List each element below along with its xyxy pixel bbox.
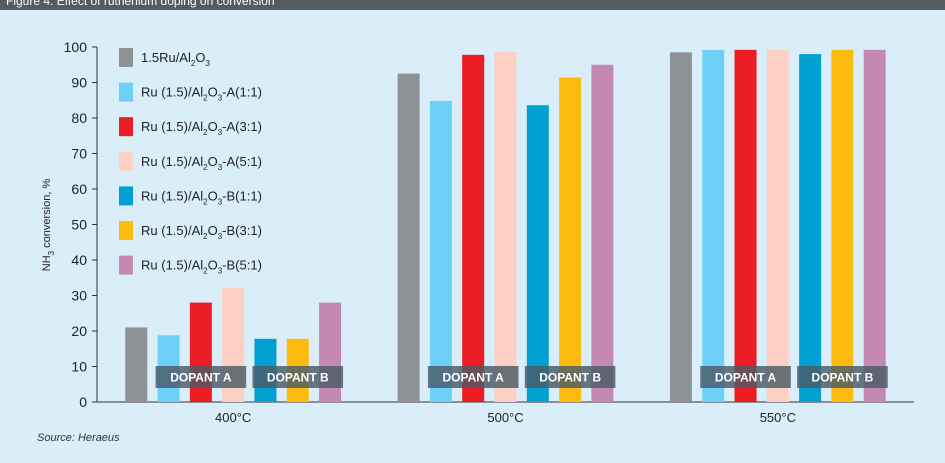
bar: [125, 327, 148, 402]
legend-swatch: [119, 48, 133, 67]
bar: [702, 49, 725, 403]
bar: [799, 54, 822, 402]
legend-swatch: [119, 255, 133, 275]
legend-label: Ru (1.5)/Al2O3-B(5:1): [141, 258, 262, 276]
y-tick-label: 30: [71, 288, 87, 304]
bar: [429, 100, 452, 403]
dopant-b-label: DOPANT B: [267, 371, 329, 385]
dopant-a-band: [155, 366, 247, 388]
bar: [559, 77, 582, 402]
legend-label: Ru (1.5)/Al2O3-B(1:1): [141, 188, 262, 206]
legend-label: Ru (1.5)/Al2O3-A(1:1): [141, 85, 262, 103]
y-tick-label: 20: [71, 323, 87, 339]
dopant-a-label: DOPANT A: [443, 371, 505, 385]
x-tick-label: 500°C: [487, 410, 523, 425]
y-tick-label: 0: [79, 394, 87, 410]
dopant-b-label: DOPANT B: [539, 371, 601, 385]
legend-label: Ru (1.5)/Al2O3-A(3:1): [141, 119, 262, 137]
bar: [669, 52, 692, 402]
y-tick-label: 50: [71, 217, 87, 233]
dopant-b-band: [797, 366, 888, 388]
dopant-a-label: DOPANT A: [715, 371, 777, 385]
legend-swatch: [119, 82, 133, 102]
bar: [766, 49, 789, 403]
bar: [494, 51, 517, 402]
bar: [831, 49, 854, 403]
bar: [462, 54, 485, 403]
legend-label: Ru (1.5)/Al2O3-B(3:1): [141, 223, 262, 241]
bar: [526, 105, 549, 402]
dopant-b-band: [252, 366, 344, 388]
y-tick-label: 100: [64, 39, 88, 55]
dopant-a-band: [700, 366, 791, 388]
bar: [591, 64, 614, 402]
bar: [734, 49, 757, 403]
legend-swatch: [119, 151, 133, 171]
y-tick-label: 40: [71, 252, 87, 268]
header-title: Figure 4: Effect of ruthenium doping on …: [6, 0, 275, 8]
source-note: Source: Heraeus: [37, 432, 120, 444]
x-tick-label: 550°C: [760, 410, 796, 425]
dopant-a-label: DOPANT A: [170, 371, 232, 385]
y-tick-label: 80: [71, 110, 87, 126]
dopant-b-band: [524, 366, 616, 388]
y-tick-label: 90: [71, 75, 87, 91]
legend-swatch: [119, 221, 133, 240]
bar: [397, 73, 420, 402]
legend-swatch: [119, 117, 133, 137]
dopant-b-label: DOPANT B: [812, 371, 874, 385]
legend-swatch: [119, 186, 133, 206]
y-tick-label: 70: [71, 146, 87, 162]
y-axis-label: NH3 conversion, %: [41, 179, 56, 272]
legend-label: Ru (1.5)/Al2O3-A(5:1): [141, 154, 262, 172]
y-tick-label: 60: [71, 181, 87, 197]
legend-label: 1.5Ru/Al2O3: [141, 50, 210, 68]
y-tick-label: 10: [71, 359, 87, 375]
x-tick-label: 400°C: [215, 410, 251, 425]
dopant-a-band: [427, 366, 519, 388]
header-bar: Figure 4: Effect of ruthenium doping on …: [0, 0, 945, 10]
bar: [863, 49, 886, 403]
